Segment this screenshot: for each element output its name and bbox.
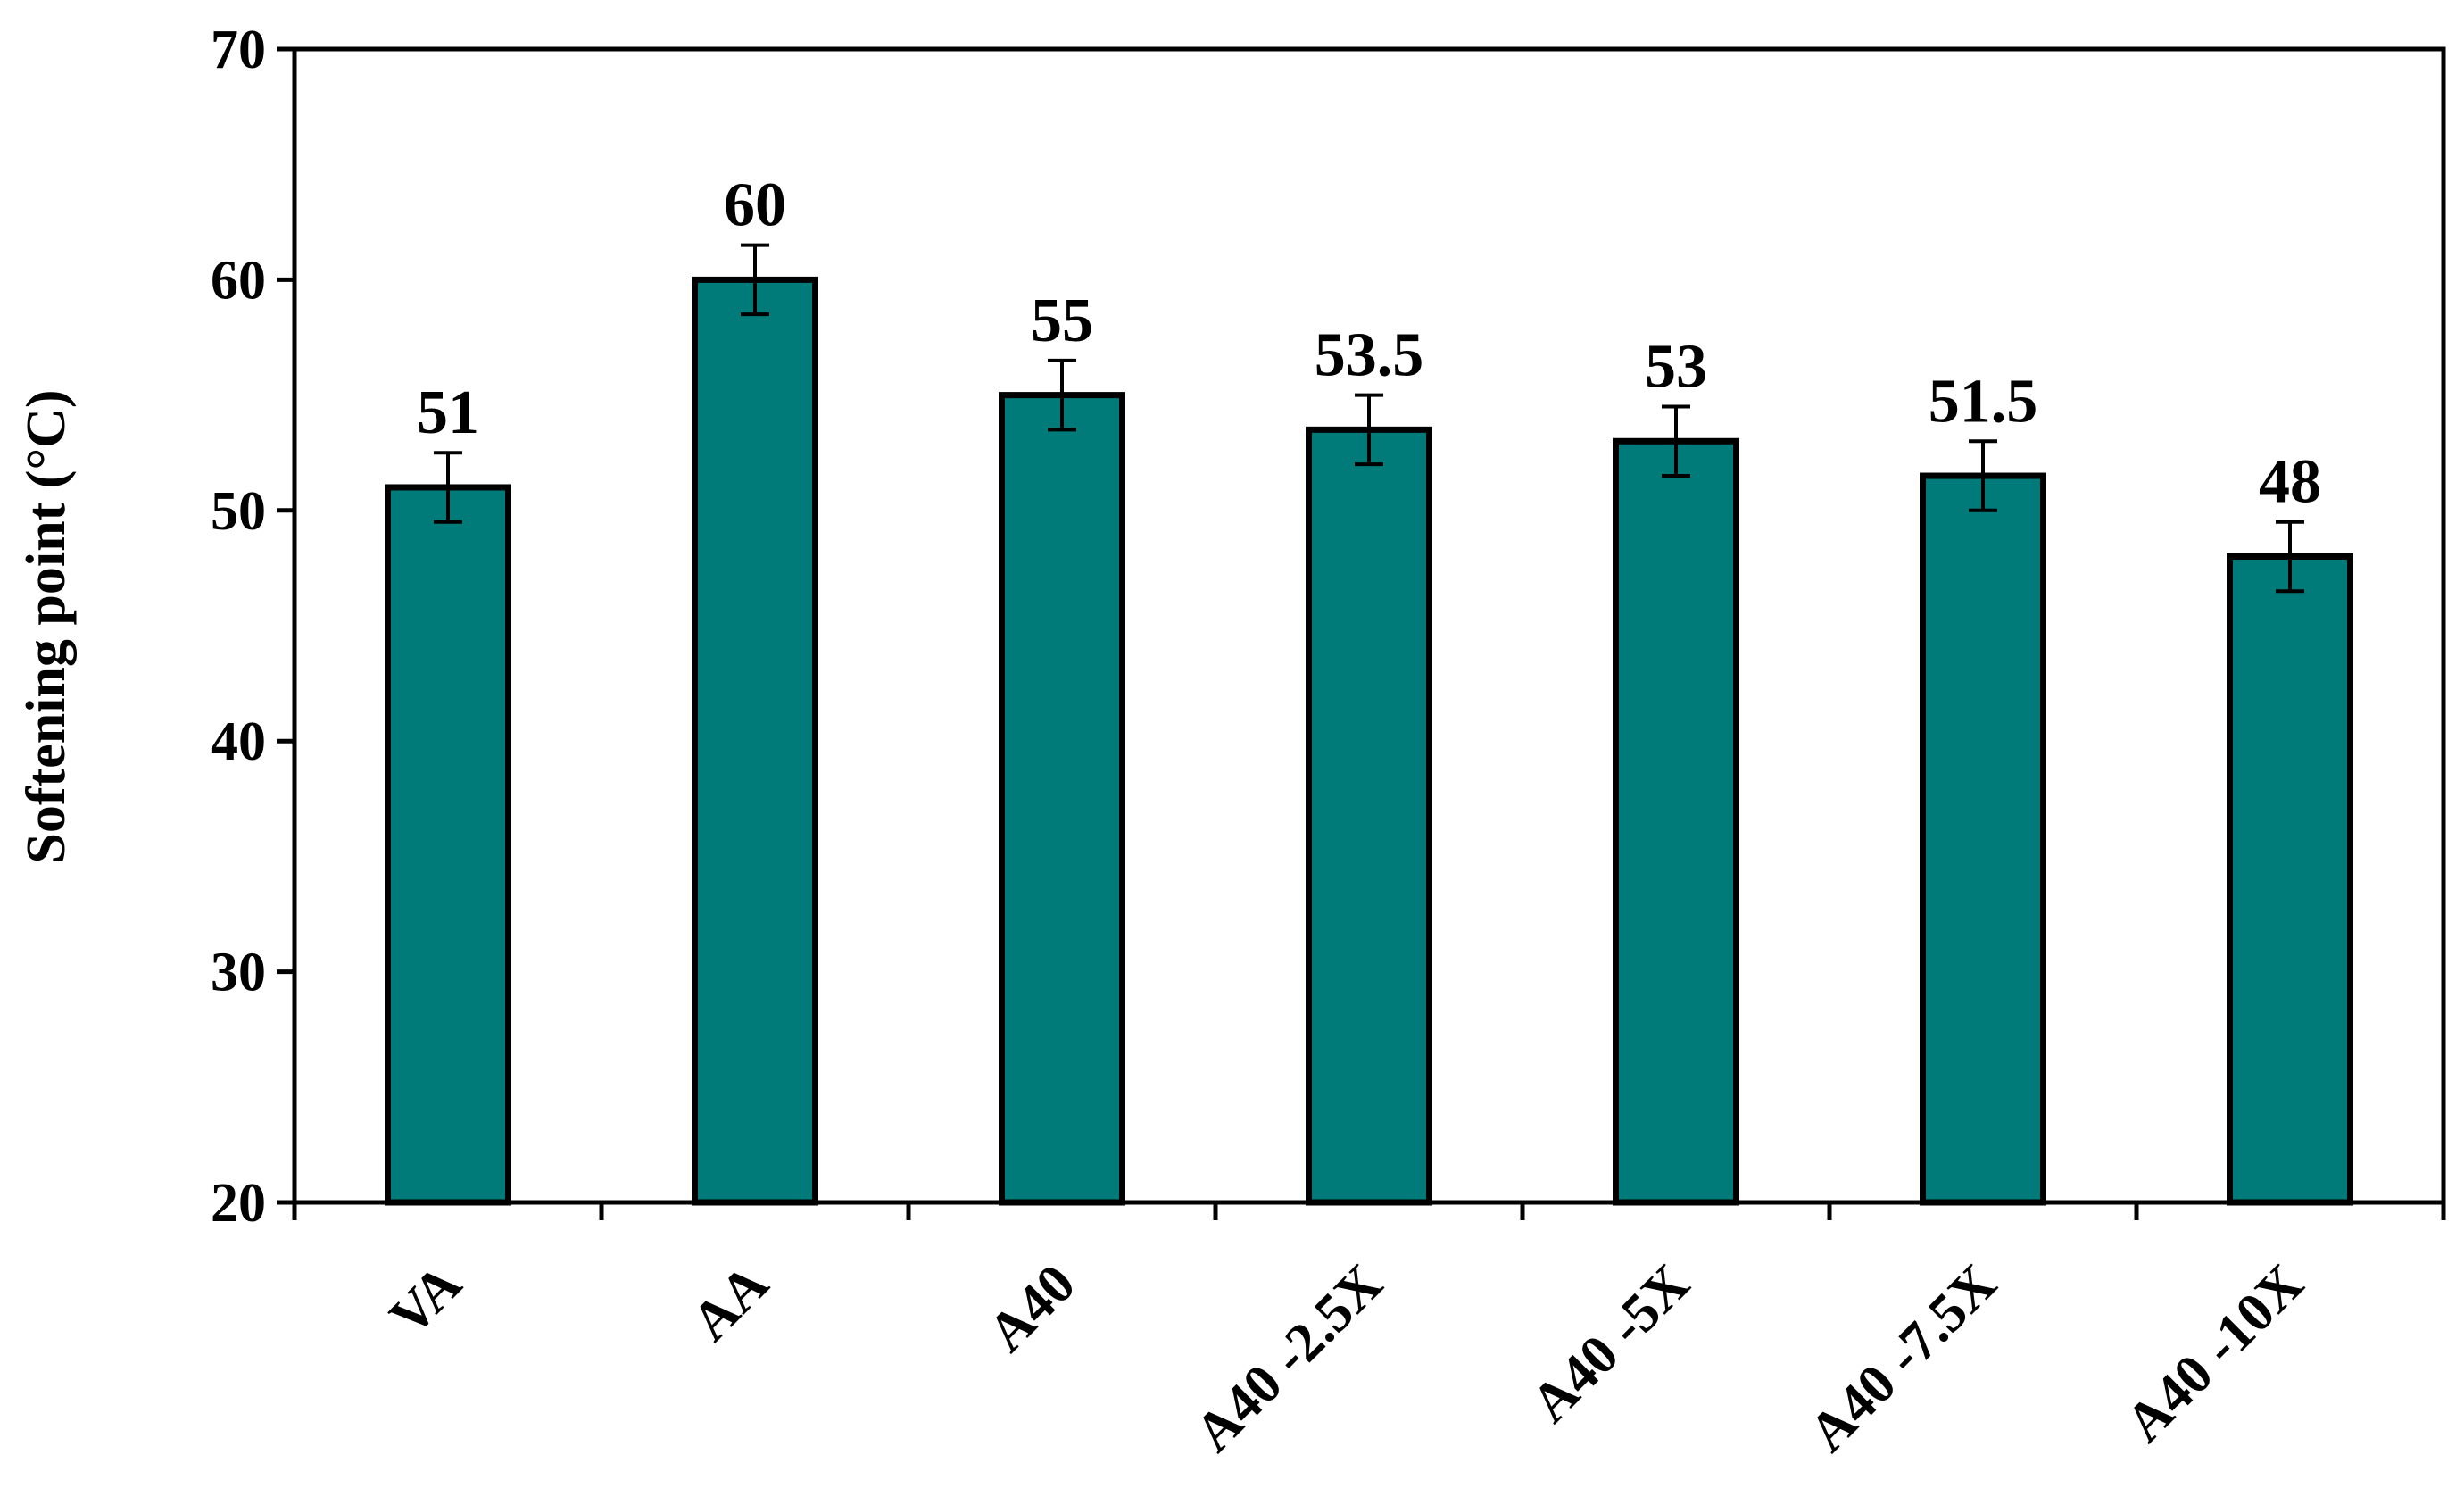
x-tick-label: A40 -2.5X xyxy=(1183,1253,1394,1464)
x-tick-label: A40 -10X xyxy=(2114,1253,2315,1454)
x-tick-label: VA xyxy=(378,1253,473,1348)
y-axis-title: Softening point (°C) xyxy=(16,389,77,863)
y-tick-label: 60 xyxy=(211,250,266,311)
data-label: 53.5 xyxy=(1315,321,1424,390)
y-tick-label: 30 xyxy=(211,943,266,1003)
data-label: 53 xyxy=(1645,333,1707,402)
bar xyxy=(385,484,511,1206)
y-tick-label: 20 xyxy=(211,1173,266,1234)
data-label: 48 xyxy=(2259,448,2321,517)
bar xyxy=(1306,426,1432,1206)
bar xyxy=(1920,472,2046,1206)
data-label: 51 xyxy=(417,378,479,447)
data-label: 55 xyxy=(1031,287,1093,355)
x-tick-label: A40 -7.5X xyxy=(1797,1253,2008,1464)
axes-layer xyxy=(277,46,2446,1220)
bar xyxy=(1613,437,1739,1206)
x-tick-label: A40 xyxy=(976,1253,1087,1364)
x-tick-label: A40 -5X xyxy=(1520,1253,1701,1434)
data-label: 51.5 xyxy=(1929,367,2038,436)
data-label: 60 xyxy=(724,171,786,240)
y-tick-label: 70 xyxy=(211,20,266,80)
bar xyxy=(2227,553,2353,1206)
error-bars-layer xyxy=(434,243,2304,594)
y-tick-label: 40 xyxy=(211,711,266,772)
y-tick-label: 50 xyxy=(211,481,266,542)
x-tick-label: AA xyxy=(680,1253,780,1353)
plot-frame xyxy=(292,46,2446,1205)
bar xyxy=(692,276,818,1206)
bar xyxy=(999,392,1125,1206)
